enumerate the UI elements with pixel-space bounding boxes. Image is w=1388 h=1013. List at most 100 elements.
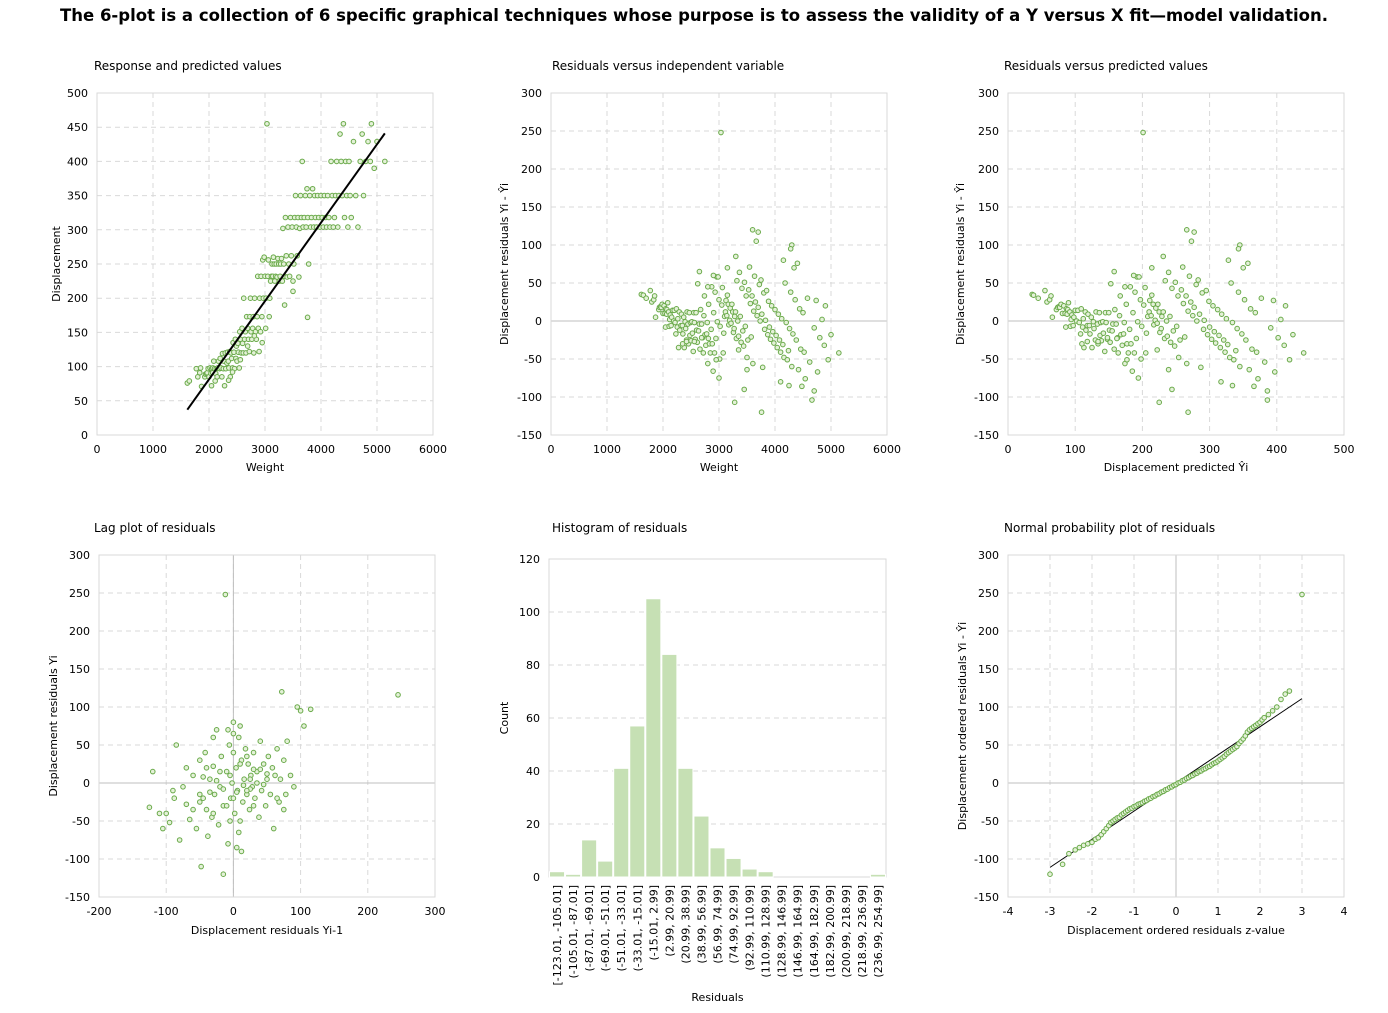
data-point (777, 349, 784, 355)
data-point (675, 344, 682, 351)
data-point (777, 379, 784, 385)
y-tick-label: 150 (978, 663, 999, 676)
y-tick-label: -100 (65, 853, 90, 866)
x-tick-label: 2000 (195, 443, 223, 456)
data-point (1035, 295, 1042, 302)
histogram-bar (757, 871, 774, 878)
data-point (355, 224, 361, 230)
data-point (690, 348, 697, 355)
data-point (643, 295, 650, 302)
data-point (207, 789, 213, 795)
data-point (241, 776, 247, 783)
data-point (1243, 337, 1249, 343)
data-point (1218, 311, 1225, 317)
histogram-bar (869, 873, 887, 878)
data-point (1196, 311, 1203, 317)
data-point (1237, 363, 1243, 370)
y-axis-label: Displacement ordered residuals Yi - Ŷi (956, 622, 969, 830)
data-point (1170, 328, 1177, 334)
data-point (1076, 844, 1083, 851)
data-point (352, 192, 359, 199)
y-tick-label: 150 (67, 326, 88, 339)
data-point (698, 321, 705, 327)
y-tick-label: 50 (528, 277, 542, 290)
data-point (264, 776, 270, 783)
data-point (1208, 336, 1215, 343)
data-point (256, 348, 262, 355)
data-point (693, 309, 699, 316)
data-point (227, 772, 233, 779)
data-point (210, 810, 217, 817)
y-tick-label: 250 (521, 125, 542, 138)
plot-area (98, 554, 436, 898)
data-point (719, 284, 726, 291)
data-point (302, 192, 309, 199)
data-point (1188, 238, 1195, 244)
data-point (207, 776, 213, 783)
x-tick-label: 1000 (593, 443, 621, 456)
data-point (220, 871, 227, 878)
data-point (1042, 287, 1048, 294)
data-point (1131, 350, 1138, 356)
x-tick-label: -4 (1003, 905, 1014, 918)
data-point (689, 330, 696, 336)
data-point (1191, 304, 1197, 311)
data-point (171, 795, 178, 802)
data-point (304, 185, 310, 192)
data-point (360, 192, 367, 199)
data-point (1253, 349, 1260, 355)
data-point (225, 727, 231, 733)
data-point (1255, 375, 1261, 382)
data-point (282, 214, 289, 221)
data-point (382, 158, 388, 165)
data-point (793, 337, 800, 343)
data-point (696, 268, 703, 275)
y-tick-label: 150 (521, 201, 542, 214)
data-point (734, 318, 741, 324)
data-point (1137, 296, 1144, 303)
y-tick-label: 0 (992, 777, 999, 790)
bin-label: (2.99, 20.99] (663, 885, 676, 957)
data-point (774, 344, 781, 351)
data-point (337, 131, 343, 137)
data-point (1218, 379, 1224, 385)
data-point (1049, 314, 1056, 321)
data-point (736, 269, 743, 276)
data-point (1138, 323, 1145, 330)
data-point (764, 331, 771, 338)
data-point (814, 369, 821, 375)
x-tick-label: 200 (357, 905, 378, 918)
data-point (768, 303, 775, 309)
data-point (250, 803, 257, 809)
y-tick-label: 100 (521, 239, 542, 252)
data-point (1146, 297, 1153, 304)
data-point (281, 757, 287, 764)
x-tick-label: 100 (290, 905, 311, 918)
data-point (1078, 306, 1085, 312)
x-tick-label: 500 (1334, 443, 1355, 456)
data-point (1134, 318, 1141, 325)
bin-label: (110.99, 128.99] (760, 885, 773, 978)
data-point (1066, 850, 1072, 857)
data-point (345, 224, 351, 230)
data-point (742, 323, 749, 330)
data-point (1155, 301, 1161, 308)
histogram-bar (629, 725, 646, 878)
data-point (1108, 280, 1114, 287)
data-point (1071, 314, 1077, 321)
data-point (1135, 375, 1142, 381)
data-point (1124, 356, 1130, 363)
y-tick-label: -50 (981, 353, 999, 366)
x-tick-label: 300 (425, 905, 446, 918)
y-tick-label: 0 (83, 777, 90, 790)
data-point (210, 358, 217, 364)
histogram-bar (709, 847, 726, 878)
data-point (1154, 320, 1160, 327)
data-point (680, 314, 687, 321)
data-point (1177, 337, 1183, 343)
data-point (1072, 847, 1078, 853)
y-tick-label: 100 (978, 239, 999, 252)
histogram-bar (677, 767, 694, 878)
data-point (1183, 227, 1190, 233)
data-point (259, 339, 266, 346)
